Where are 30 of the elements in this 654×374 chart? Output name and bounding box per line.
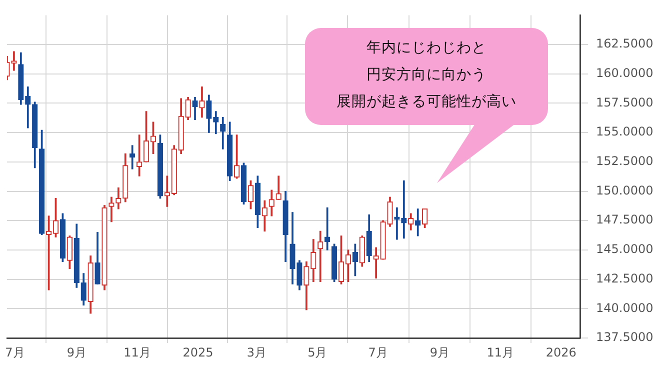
y-tick-label: 147.5000: [596, 212, 654, 227]
x-tick-label: 11月: [486, 345, 514, 360]
x-tick-label: 7月: [5, 345, 25, 360]
annotation: 年内にじわじわと: [366, 39, 488, 58]
x-tick-label: 3月: [246, 345, 267, 360]
x-tick-label: 7月: [368, 345, 388, 360]
y-tick-label: 145.0000: [596, 242, 654, 256]
candlestick: [394, 207, 400, 240]
annotation: 円安方向に向かう: [366, 66, 488, 85]
candlestick: [318, 230, 324, 282]
candlestick: [164, 176, 170, 207]
x-tick-label: 5月: [308, 345, 328, 360]
y-tick-label: 160.0000: [596, 66, 654, 80]
y-tick-label: 152.5000: [596, 154, 654, 168]
y-tick-label: 162.5000: [596, 36, 654, 51]
x-tick-label: 2026: [546, 345, 576, 360]
annotation: 展開が起きる可能性が高い: [336, 92, 518, 112]
y-tick-label: 140.0000: [596, 300, 654, 315]
x-tick-label: 2025: [182, 345, 214, 360]
y-tick-label: 137.5000: [596, 330, 654, 344]
candlestick: [401, 180, 407, 239]
x-tick-label: 9月: [66, 345, 86, 360]
x-tick-label: 9月: [430, 345, 450, 360]
y-tick-label: 157.5000: [596, 95, 654, 110]
x-tick-label: 11月: [124, 345, 151, 360]
candlestick: [373, 247, 379, 278]
y-tick-label: 155.0000: [596, 124, 654, 139]
candlestick: [324, 207, 330, 250]
y-tick-label: 150.0000: [596, 183, 654, 198]
y-tick-label: 142.5000: [596, 271, 654, 286]
